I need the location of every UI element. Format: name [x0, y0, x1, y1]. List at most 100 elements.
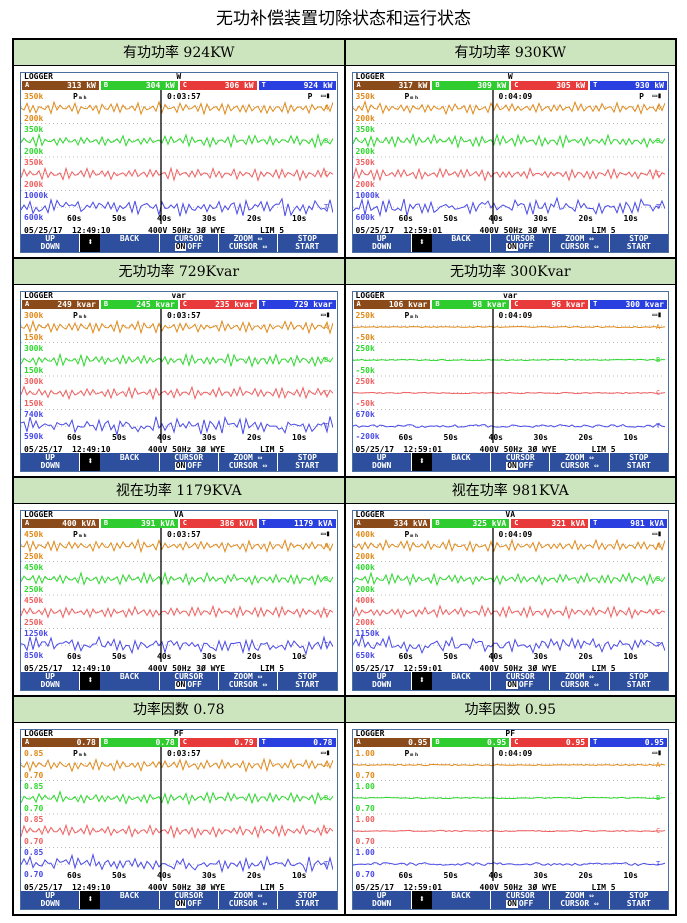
stop-start-button[interactable]: STOP START [278, 891, 336, 909]
phase-letter: T [593, 81, 598, 89]
cursor-label: CURSOR [174, 891, 204, 900]
scale-label: 300k [24, 377, 44, 386]
back-button[interactable]: BACK [432, 453, 492, 471]
trace-letter: C [324, 827, 328, 835]
cursor-toggle-button[interactable]: CURSOR ON OFF [491, 891, 551, 909]
zoom-cursor-button[interactable]: ZOOM ⇔ CURSOR ⇔ [219, 891, 279, 909]
scale-label: 0.85 [24, 815, 44, 824]
logger-label: LOGGER [355, 72, 385, 81]
scale-label: 150k [24, 399, 44, 408]
up-down-button[interactable]: UP DOWN [353, 672, 412, 690]
up-down-arrow-icon[interactable]: ⬍ [411, 891, 432, 909]
phase-value: 1179 kVA [293, 519, 333, 528]
trace-letter: C [324, 170, 328, 178]
scale-label: 350k [24, 92, 44, 101]
time-tick: 10s [292, 214, 307, 223]
date-readout: 05/25/17 [355, 445, 395, 454]
function-keys: UP DOWN ⬍ BACK CURSOR ON OFF ZOOM ⇔ CURSOR ⇔ STOP… [352, 453, 668, 471]
stop-start-button[interactable]: STOP START [278, 672, 336, 690]
measure-unit: PF [173, 729, 184, 738]
zoom-cursor-button[interactable]: ZOOM ⇔ CURSOR ⇔ [219, 234, 279, 252]
phase-readings: A 0.78 B 0.78 C 0.79 T 0.78 [22, 738, 336, 747]
cursor-toggle-button[interactable]: CURSOR ON OFF [160, 891, 219, 909]
stop-start-button[interactable]: STOP START [278, 453, 336, 471]
logger-label: LOGGER [24, 291, 53, 300]
cursor-toggle-button[interactable]: CURSOR ON OFF [160, 234, 219, 252]
cursor-toggle-button[interactable]: CURSOR ON OFF [160, 672, 219, 690]
cursor-on-option: ON [506, 461, 518, 470]
time-tick: 20s [578, 433, 593, 442]
back-button[interactable]: BACK [432, 672, 492, 690]
up-down-arrow-icon[interactable]: ⬍ [411, 453, 432, 471]
up-down-arrow-icon[interactable]: ⬍ [411, 234, 432, 252]
up-down-button[interactable]: UP DOWN [21, 453, 81, 471]
battery-icon: ▭▮ [320, 748, 331, 757]
zoom-cursor-button[interactable]: ZOOM ⇔ CURSOR ⇔ [550, 672, 610, 690]
phase-a-reading: A 0.95 [353, 738, 431, 747]
up-down-button-line2: DOWN [40, 899, 60, 908]
back-button[interactable]: BACK [432, 234, 492, 252]
p-mh-label: Pₘₕ [73, 530, 88, 539]
panel-heading: 有功功率 924KW [14, 40, 344, 66]
up-down-button-line1: UP [376, 891, 387, 900]
up-down-arrow-icon[interactable]: ⬍ [80, 234, 101, 252]
cursor-toggle-button[interactable]: CURSOR ON OFF [160, 453, 219, 471]
panel-cell: 功率因数 0.78 LOGGER PF A 0.78 B 0.78 C 0.79 T 0.78 A B C… [13, 696, 345, 915]
trace-letter: T [656, 203, 661, 211]
zoom-cursor-button[interactable]: ZOOM ⇔ CURSOR ⇔ [219, 453, 279, 471]
stop-start-button[interactable]: STOP START [610, 234, 668, 252]
back-button[interactable]: BACK [432, 891, 492, 909]
back-button[interactable]: BACK [100, 453, 160, 471]
up-down-arrow-icon[interactable]: ⬍ [80, 891, 101, 909]
zoom-cursor-button[interactable]: ZOOM ⇔ CURSOR ⇔ [550, 453, 610, 471]
logger-header: LOGGER VA [21, 511, 337, 519]
time-tick: 60s [67, 433, 82, 442]
logger-header: LOGGER VA [353, 511, 669, 519]
zoom-cursor-button[interactable]: ZOOM ⇔ CURSOR ⇔ [219, 672, 279, 690]
stop-start-button[interactable]: STOP START [610, 672, 668, 690]
stop-start-button[interactable]: STOP START [610, 453, 668, 471]
scale-label: 0.85 [24, 749, 44, 758]
back-button[interactable]: BACK [100, 672, 160, 690]
time-tick: 40s [488, 871, 503, 880]
zoom-cursor-button-line1: ZOOM ⇔ [233, 891, 263, 900]
phase-value: 304 kW [145, 81, 175, 90]
time-tick: 30s [202, 871, 217, 880]
cursor-off-option: OFF [187, 680, 202, 689]
status-flag: P [307, 92, 313, 101]
up-down-arrow-icon[interactable]: ⬍ [80, 453, 101, 471]
up-down-button-line2: DOWN [372, 242, 392, 251]
stop-start-button[interactable]: STOP START [278, 234, 336, 252]
zoom-cursor-button-line1: ZOOM ⇔ [565, 234, 594, 243]
up-down-button[interactable]: UP DOWN [353, 234, 412, 252]
phase-a-reading: A 106 kvar [353, 300, 431, 309]
time-tick: 30s [202, 214, 217, 223]
trend-chart: A B C T [21, 90, 333, 224]
up-down-button[interactable]: UP DOWN [21, 234, 81, 252]
cursor-toggle-button[interactable]: CURSOR ON OFF [491, 672, 551, 690]
phase-value: 0.79 [234, 738, 254, 747]
up-down-button[interactable]: UP DOWN [21, 672, 81, 690]
info-bar: 05/25/17 12:49:10 400V 50Hz 3Ø WYE LIM 5 [24, 445, 334, 454]
zoom-cursor-button[interactable]: ZOOM ⇔ CURSOR ⇔ [550, 234, 610, 252]
trace-letter: B [324, 356, 328, 364]
cursor-toggle-button[interactable]: CURSOR ON OFF [491, 234, 551, 252]
scale-label: 850k [24, 651, 44, 660]
cursor-label: CURSOR [174, 672, 204, 681]
cursor-on-option: ON [174, 461, 187, 470]
up-down-arrow-icon[interactable]: ⬍ [411, 672, 432, 690]
back-button[interactable]: BACK [100, 891, 160, 909]
back-button[interactable]: BACK [100, 234, 160, 252]
phase-a-reading: A 313 kW [22, 81, 99, 90]
trend-plot: A B C T 450k 250k 450k 250k 450k 250k 1250k 850k Pₘₕ… [21, 528, 337, 662]
up-down-arrow-icon[interactable]: ⬍ [80, 672, 101, 690]
zoom-cursor-button[interactable]: ZOOM ⇔ CURSOR ⇔ [550, 891, 610, 909]
cursor-on-off: ON OFF [491, 243, 549, 251]
trend-line-c [352, 829, 665, 833]
up-down-button[interactable]: UP DOWN [21, 891, 81, 909]
up-down-button[interactable]: UP DOWN [353, 453, 412, 471]
up-down-button[interactable]: UP DOWN [353, 891, 412, 909]
cursor-toggle-button[interactable]: CURSOR ON OFF [491, 453, 551, 471]
trace-letter: A [324, 104, 329, 112]
stop-start-button[interactable]: STOP START [610, 891, 668, 909]
